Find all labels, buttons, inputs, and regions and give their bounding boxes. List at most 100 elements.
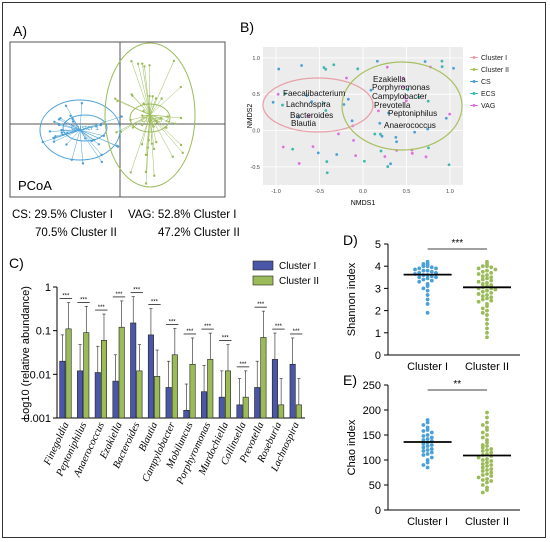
cluster1-ray [58,119,81,131]
dot-point-cluster2 [485,304,489,309]
panel-e-letter: E) [343,372,357,388]
dot-ytick-label: 0 [375,350,381,362]
cluster2-point [144,182,148,185]
dot-point-cluster2 [480,469,485,473]
cluster1-point [57,123,61,127]
dot-ytick-label: 50 [369,480,381,492]
dot-point-cluster1 [425,444,430,448]
nmds-sample-point [310,100,314,104]
nmds-xtick: 1.0 [446,189,454,195]
c-bar-cluster2 [65,328,72,419]
c-bar-cluster1 [254,387,261,419]
cluster1-point [99,123,103,127]
nmds-sample-point [346,97,350,101]
dot-ytick-label: 150 [363,430,381,442]
cluster2-ray [149,114,158,123]
nmds-sample-point [401,76,405,80]
cluster2-ray [145,114,151,155]
nmds-sample-point [423,60,427,63]
nmds-taxon-label: Bacteroides [290,111,333,120]
dot-point-cluster2 [485,420,489,425]
dot-point-cluster2 [476,299,481,304]
c-bar-cluster2 [136,370,143,419]
cluster2-point [155,121,159,124]
dot-point-cluster2 [480,483,485,487]
nmds-taxon-label: Blautia [291,119,316,128]
pcoa-box [9,41,226,198]
dot-point-cluster1 [421,268,426,273]
dot-point-cluster2 [480,310,485,315]
cluster2-ray [149,98,162,116]
c-bar-cluster2 [118,326,125,419]
nmds-sample-point [406,88,410,92]
cluster1-point [81,162,85,165]
dot-point-cluster2 [485,326,489,331]
dot-category-label: Cluster II [465,516,509,528]
cluster2-point [150,142,154,145]
dot-point-cluster2 [485,308,489,313]
nmds-sample-point [324,109,328,112]
nmds-taxon-label: Campylobacter [372,92,427,101]
cluster2-ray [147,114,151,148]
nmds-sample-point [380,134,384,138]
cluster2-ray [141,114,151,126]
c-sig-label: *** [98,305,106,311]
dot-point-cluster1 [429,265,434,270]
dot-ytick-label: 2 [375,306,381,318]
nmds-sample-point [325,160,329,163]
nmds-sample-point [403,95,406,99]
c-bar-cluster1 [130,322,137,419]
cluster1-ray [79,103,83,131]
cluster1-ray [79,129,84,164]
nmds-sample-point [387,111,390,115]
cluster2-ray [130,114,151,121]
cluster1-ray [60,117,81,131]
dot-sig-label: *** [451,238,463,249]
dot-point-cluster2 [480,282,485,286]
nmds-sample-point [447,163,451,167]
c-bar-cluster2 [83,332,90,419]
dot-point-cluster1 [425,264,430,269]
cluster1-point [97,143,101,146]
cluster1-point [52,140,56,143]
cluster1-ray [79,129,102,156]
dot-point-cluster1 [421,434,426,438]
cluster1-ray [79,129,100,145]
nmds-taxon-label: Prevotella [374,101,411,110]
dot-point-cluster1 [425,428,430,432]
nmds-sample-point [316,151,320,155]
dot-point-cluster1 [421,453,426,457]
dot-point-cluster2 [476,455,481,460]
dot-point-cluster1 [417,266,422,271]
nmds-sample-point [375,59,379,63]
nmds-sample-point [379,132,382,136]
dot-point-cluster1 [417,279,422,284]
dot-point-cluster2 [489,265,494,270]
cluster2-ray [143,103,151,116]
nmds-legend-label: VAG [481,103,495,110]
cluster2-point [148,94,151,98]
cluster2-ray [131,94,151,116]
cluster1-point [120,115,123,118]
cluster1-ray [55,129,81,137]
nmds-sample-point [300,64,303,67]
nmds-sample-point [337,132,340,136]
dot-point-cluster1 [413,267,417,272]
dot-point-cluster2 [485,460,489,465]
dot-point-cluster1 [425,437,430,441]
cluster2-ray [142,63,151,116]
nmds-sample-point [311,145,315,149]
panel-a-letter: A) [13,23,27,39]
dot-point-cluster1 [421,423,426,427]
cluster2-point [179,85,183,89]
c-sig-label: *** [257,302,265,308]
nmds-legend-dot [472,68,476,71]
cluster2-point [155,140,158,144]
dot-point-cluster2 [485,313,489,317]
dot-point-cluster2 [489,459,494,463]
dot-point-cluster1 [429,278,434,283]
panel-b-nmds: -1.0 -0.5 0.0 0.5 1.0 1.0 0.5 0.0 -0.5 Faecaliba… [247,47,509,207]
c-bar-cluster2 [171,354,178,419]
dot-point-cluster2 [489,283,494,287]
